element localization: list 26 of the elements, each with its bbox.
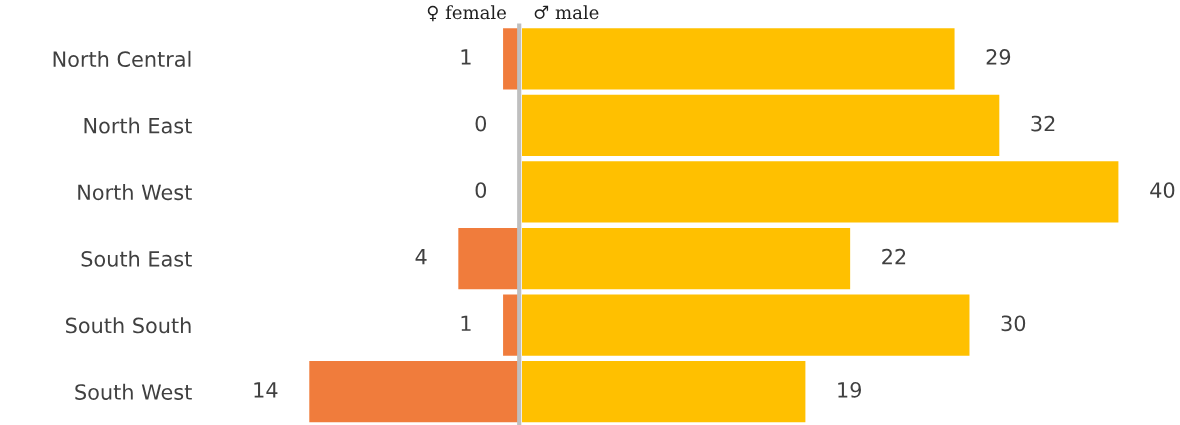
y-tick-label: North East	[84, 117, 192, 134]
y-tick-label: South West	[75, 383, 192, 400]
data-label: 29	[986, 49, 1011, 65]
y-tick-label: North Central	[53, 50, 191, 67]
bar	[521, 161, 1119, 223]
y-tick-label: South East	[81, 250, 192, 267]
bar	[521, 294, 970, 356]
data-label: 1	[461, 49, 471, 65]
bar	[521, 361, 806, 423]
data-label: 32	[1031, 115, 1055, 132]
data-label: 0	[475, 182, 487, 198]
data-label: 19	[838, 381, 861, 398]
data-label: 1	[461, 315, 471, 331]
data-label: 40	[1150, 182, 1175, 198]
series-label: ♀ female	[427, 5, 506, 22]
data-label: 30	[1001, 315, 1026, 332]
bar	[521, 94, 1000, 156]
data-label: 14	[254, 382, 278, 398]
bar	[521, 227, 851, 290]
series-label: ♂ male	[534, 5, 599, 20]
data-label: 0	[475, 115, 487, 132]
data-label: 22	[882, 248, 906, 265]
y-tick-label: North West	[78, 184, 192, 201]
data-label: 4	[415, 249, 427, 265]
bar	[521, 28, 955, 90]
y-tick-label: South South	[66, 317, 191, 334]
